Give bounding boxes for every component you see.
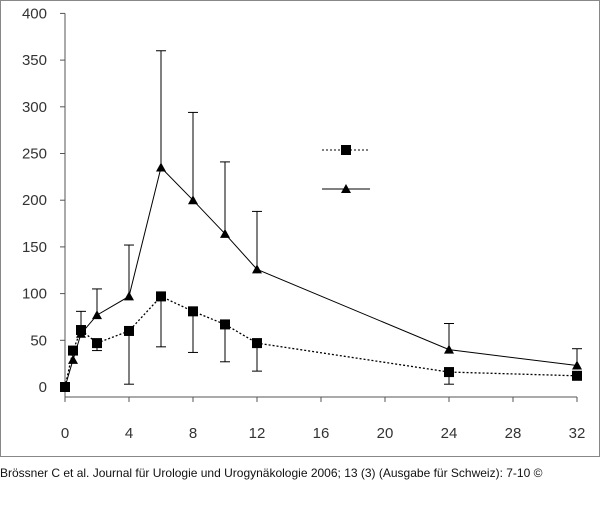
series-layer: [60, 50, 582, 392]
data-point: [572, 360, 582, 370]
data-point: [156, 162, 166, 172]
y-tick-label: 250: [22, 146, 47, 163]
x-tick-label: 16: [313, 425, 330, 442]
data-point: [444, 344, 454, 354]
y-tick-label: 0: [39, 379, 47, 396]
y-tick-label: 100: [22, 286, 47, 303]
data-point: [188, 306, 198, 317]
y-tick-label: 400: [22, 5, 47, 22]
y-tick-label: 150: [22, 239, 47, 256]
data-point: [220, 319, 230, 330]
legend-marker-square: [341, 145, 351, 155]
x-tick-label: 8: [189, 425, 197, 442]
x-tick-label: 20: [377, 425, 394, 442]
y-tick-label: 350: [22, 52, 47, 69]
chart-frame: [0, 0, 600, 457]
data-point: [572, 370, 582, 381]
data-point: [68, 354, 78, 364]
x-tick-label: 32: [569, 425, 586, 442]
data-point: [60, 382, 70, 391]
y-tick-label: 300: [22, 99, 47, 116]
x-tick-label: 24: [441, 425, 458, 442]
legend: [322, 145, 370, 193]
data-point: [124, 291, 134, 301]
data-point: [76, 328, 86, 338]
data-point: [68, 345, 78, 356]
data-point: [444, 367, 454, 378]
legend-marker-triangle: [341, 184, 351, 193]
data-point: [252, 264, 262, 274]
data-point: [188, 195, 198, 205]
data-point: [92, 310, 102, 320]
data-point: [156, 291, 166, 302]
series-triangle: [60, 50, 582, 391]
data-point: [252, 338, 262, 349]
data-point: [220, 228, 230, 238]
x-tick-label: 0: [61, 425, 69, 442]
axes: 0 50 100 150 200 250 300 350 400 0 4 8 12 16 20 24 28 32: [22, 5, 585, 442]
x-tick-label: 4: [125, 425, 133, 442]
x-tick-label: 12: [249, 425, 266, 442]
y-tick-label: 200: [22, 192, 47, 209]
y-tick-label: 50: [30, 332, 47, 349]
data-point: [92, 338, 102, 349]
x-tick-label: 28: [505, 425, 522, 442]
data-point: [124, 325, 134, 336]
caption: Brössner C et al. Journal für Urologie u…: [0, 466, 543, 480]
